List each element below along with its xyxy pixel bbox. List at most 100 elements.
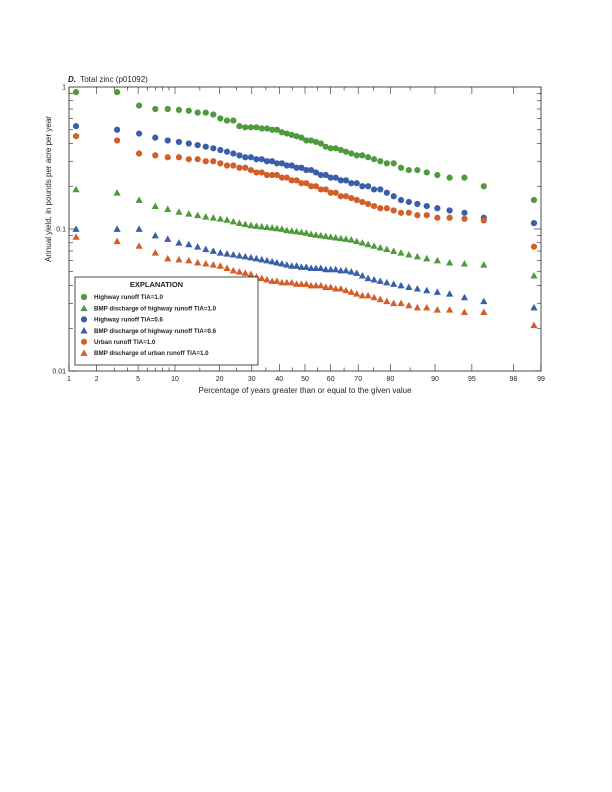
data-point-triangle xyxy=(113,225,121,232)
data-point-triangle xyxy=(268,257,276,265)
legend-triangle-marker xyxy=(80,327,88,334)
data-point-triangle xyxy=(405,251,413,258)
data-point-circle xyxy=(461,209,468,216)
data-point-triangle xyxy=(151,202,159,209)
x-tick-label: 50 xyxy=(301,376,309,383)
data-point-circle xyxy=(370,202,378,210)
data-point-triangle xyxy=(358,291,366,299)
data-point-circle xyxy=(322,171,329,179)
data-point-circle xyxy=(317,186,324,193)
legend-item: Highway runoff TIA=0.6 xyxy=(80,316,163,324)
data-point-triangle xyxy=(327,233,335,240)
data-point-circle xyxy=(114,89,121,96)
data-point-circle xyxy=(136,150,143,157)
data-point-triangle xyxy=(278,278,286,286)
data-point-triangle xyxy=(283,226,291,234)
data-point-circle xyxy=(322,186,329,193)
data-point-circle xyxy=(446,214,453,221)
data-point-triangle xyxy=(413,252,421,260)
x-tick-label: 99 xyxy=(537,376,545,383)
data-point-circle xyxy=(72,89,80,96)
data-point-triangle xyxy=(327,265,335,273)
data-point-circle xyxy=(194,141,201,149)
data-point-circle xyxy=(383,205,390,212)
data-point-circle xyxy=(423,169,430,176)
series-5 xyxy=(72,133,538,250)
data-point-triangle xyxy=(297,280,306,287)
data-point-circle xyxy=(312,138,320,146)
data-point-circle xyxy=(312,183,320,190)
data-point-circle xyxy=(185,107,192,114)
data-point-triangle xyxy=(164,235,172,242)
data-point-circle xyxy=(405,198,412,206)
data-point-circle xyxy=(269,158,276,165)
data-point-triangle xyxy=(312,231,320,238)
data-point-triangle xyxy=(258,274,266,282)
legend-circle-marker xyxy=(80,338,88,345)
data-point-circle xyxy=(210,111,217,118)
data-point-circle xyxy=(247,124,255,131)
data-point-triangle xyxy=(278,260,286,267)
data-point-circle xyxy=(217,115,224,122)
x-tick-label: 10 xyxy=(171,376,179,383)
legend-triangle-marker xyxy=(80,349,88,356)
data-point-triangle xyxy=(433,306,441,313)
data-point-circle xyxy=(377,158,384,165)
data-point-circle xyxy=(348,195,355,202)
x-tick-label: 70 xyxy=(354,376,362,383)
data-point-triangle xyxy=(151,249,159,256)
legend-items: Highway runoff TIA=1.0 BMP discharge of h… xyxy=(80,293,217,357)
data-point-triangle xyxy=(397,249,405,256)
data-point-circle xyxy=(308,183,315,190)
data-point-triangle xyxy=(302,229,310,236)
data-point-circle xyxy=(359,152,366,159)
data-point-circle xyxy=(434,214,441,221)
series-3 xyxy=(72,123,538,227)
data-point-triangle xyxy=(278,225,286,232)
data-point-triangle xyxy=(288,262,296,269)
data-point-circle xyxy=(414,212,421,219)
legend-item: BMP discharge of highway runoff TIA=0.6 xyxy=(80,327,217,335)
data-point-circle xyxy=(283,130,290,137)
data-point-circle xyxy=(327,145,334,152)
data-point-circle xyxy=(253,169,260,176)
data-point-triangle xyxy=(135,196,143,203)
data-point-triangle xyxy=(302,280,310,287)
x-tick-label: 20 xyxy=(216,376,224,383)
data-points xyxy=(72,89,538,329)
chart-title-letter: D. xyxy=(68,75,76,84)
data-point-triangle xyxy=(358,239,366,246)
data-point-triangle xyxy=(307,230,315,238)
y-tick-label: 1 xyxy=(62,85,66,92)
x-tick-label: 2 xyxy=(95,376,99,383)
data-point-circle xyxy=(530,196,538,204)
data-point-circle xyxy=(242,154,249,161)
data-point-circle xyxy=(480,183,487,190)
data-point-triangle xyxy=(480,308,488,315)
legend-triangle-marker xyxy=(80,304,88,312)
data-point-triangle xyxy=(164,254,172,262)
tick-labels: 0.01 0.1 1 1 2 5 10 20 30 40 50 60 70 80 90 95 98 99 xyxy=(52,85,545,384)
data-point-triangle xyxy=(113,189,121,196)
data-point-triangle xyxy=(364,274,372,282)
legend: EXPLANATION Highway runoff TIA=1.0 BMP di… xyxy=(74,276,259,366)
data-point-circle xyxy=(269,171,276,179)
data-point-circle xyxy=(236,152,243,159)
legend-item: BMP discharge of urban runoff TIA=1.0 xyxy=(80,349,209,357)
data-point-triangle xyxy=(397,299,405,307)
data-point-circle xyxy=(242,164,249,171)
data-point-triangle xyxy=(216,262,224,269)
data-point-circle xyxy=(175,106,183,113)
data-point-triangle xyxy=(241,252,249,260)
data-point-triangle xyxy=(317,281,325,289)
data-point-circle xyxy=(364,200,372,208)
x-tick-label: 5 xyxy=(136,376,140,383)
x-tick-label: 40 xyxy=(275,376,283,383)
data-point-circle xyxy=(342,193,350,200)
data-point-circle xyxy=(202,158,209,165)
data-point-circle xyxy=(405,166,412,174)
x-tick-label: 30 xyxy=(248,376,256,383)
data-point-triangle xyxy=(390,280,398,287)
data-point-triangle xyxy=(268,224,276,231)
data-point-circle xyxy=(332,174,339,181)
